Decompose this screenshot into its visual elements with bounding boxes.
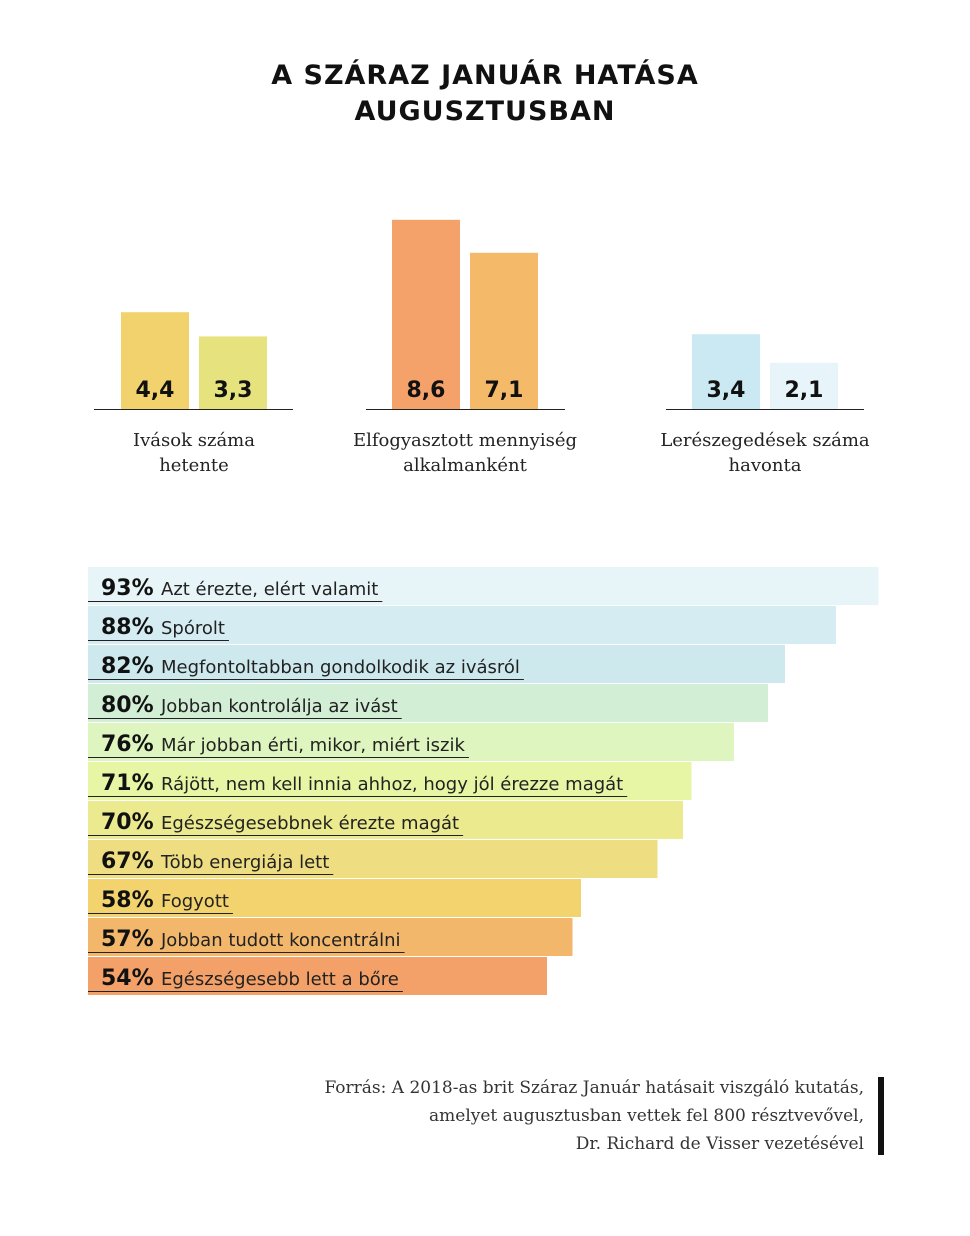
effect-bar <box>88 762 692 800</box>
bar-group2-series2 <box>470 252 538 409</box>
bar-group1-series1 <box>121 312 189 409</box>
effect-bar <box>88 684 768 722</box>
effect-percent: 76% <box>101 732 154 757</box>
source-accent-bar <box>878 1077 884 1155</box>
effect-label: Megfontoltabban gondolkodik az ivásról <box>161 657 520 678</box>
effect-percent: 71% <box>101 771 154 796</box>
effect-label: Fogyott <box>161 891 229 912</box>
bar-group2-series1 <box>392 219 460 409</box>
effect-label: Jobban tudott koncentrálni <box>160 930 401 951</box>
title-line-1: A SZÁRAZ JANUÁR HATÁSA <box>271 60 699 91</box>
effect-label: Már jobban érti, mikor, miért iszik <box>161 735 465 756</box>
effect-percent: 58% <box>101 888 154 913</box>
effect-percent: 93% <box>101 576 154 601</box>
effect-label: Rájött, nem kell innia ahhoz, hogy jól é… <box>161 774 623 795</box>
group-label-drunk-per-month: Lerészegedések száma havonta <box>660 430 870 476</box>
effect-percent: 82% <box>101 654 154 679</box>
effect-percent: 70% <box>101 810 154 835</box>
source-line-3: Dr. Richard de Visser vezetésével <box>575 1134 864 1154</box>
effect-label: Azt érezte, elért valamit <box>161 579 378 600</box>
bar-value-label: 7,1 <box>485 378 524 403</box>
effect-bar <box>88 606 836 644</box>
bar-value-label: 4,4 <box>136 378 175 403</box>
bar-value-label: 2,1 <box>785 378 824 403</box>
effect-bar <box>88 801 683 839</box>
effect-bar <box>88 840 658 878</box>
comparison-bar-chart: 4,4 3,3 8,6 7,1 3,4 2,1 <box>94 219 864 410</box>
bar-group1-series2 <box>199 336 267 409</box>
effect-percent: 54% <box>101 966 154 991</box>
effect-bar <box>88 567 879 605</box>
bar-value-label: 8,6 <box>407 378 446 403</box>
bar-group3-series1 <box>692 334 760 409</box>
effect-percent: 57% <box>101 927 154 952</box>
group-label-drinks-per-week: Ivások száma hetente <box>133 430 255 476</box>
effect-percent: 67% <box>101 849 154 874</box>
bar-value-label: 3,4 <box>707 378 746 403</box>
chart-title: A SZÁRAZ JANUÁR HATÁSA AUGUSZTUSBAN <box>0 58 970 130</box>
effect-percent: 88% <box>101 615 154 640</box>
bar-group3-series2 <box>770 362 838 409</box>
effect-label: Több energiája lett <box>160 852 329 873</box>
effects-bar-chart: 93% Azt érezte, elért valamit 88% Spórolt 82… <box>88 567 879 995</box>
source-note: Forrás: A 2018-as brit Száraz Január hat… <box>324 1074 864 1158</box>
effect-bar <box>88 957 547 995</box>
effect-label: Egészségesebbnek érezte magát <box>161 813 459 834</box>
effect-bar <box>88 645 785 683</box>
effect-label: Spórolt <box>161 618 225 639</box>
effect-label: Egészségesebb lett a bőre <box>161 969 399 990</box>
title-line-2: AUGUSZTUSBAN <box>354 96 616 127</box>
group-label-amount-per-occasion: Elfogyasztott mennyiség alkalmanként <box>352 430 578 476</box>
source-line-1: Forrás: A 2018-as brit Száraz Január hat… <box>324 1078 864 1098</box>
effect-percent: 80% <box>101 693 154 718</box>
effect-bar <box>88 879 581 917</box>
source-line-2: amelyet augusztusban vettek fel 800 rész… <box>429 1106 864 1126</box>
effect-bar <box>88 918 573 956</box>
bar-value-label: 3,3 <box>214 378 253 403</box>
effect-label: Jobban kontrolálja az ivást <box>160 696 398 717</box>
effect-bar <box>88 723 734 761</box>
